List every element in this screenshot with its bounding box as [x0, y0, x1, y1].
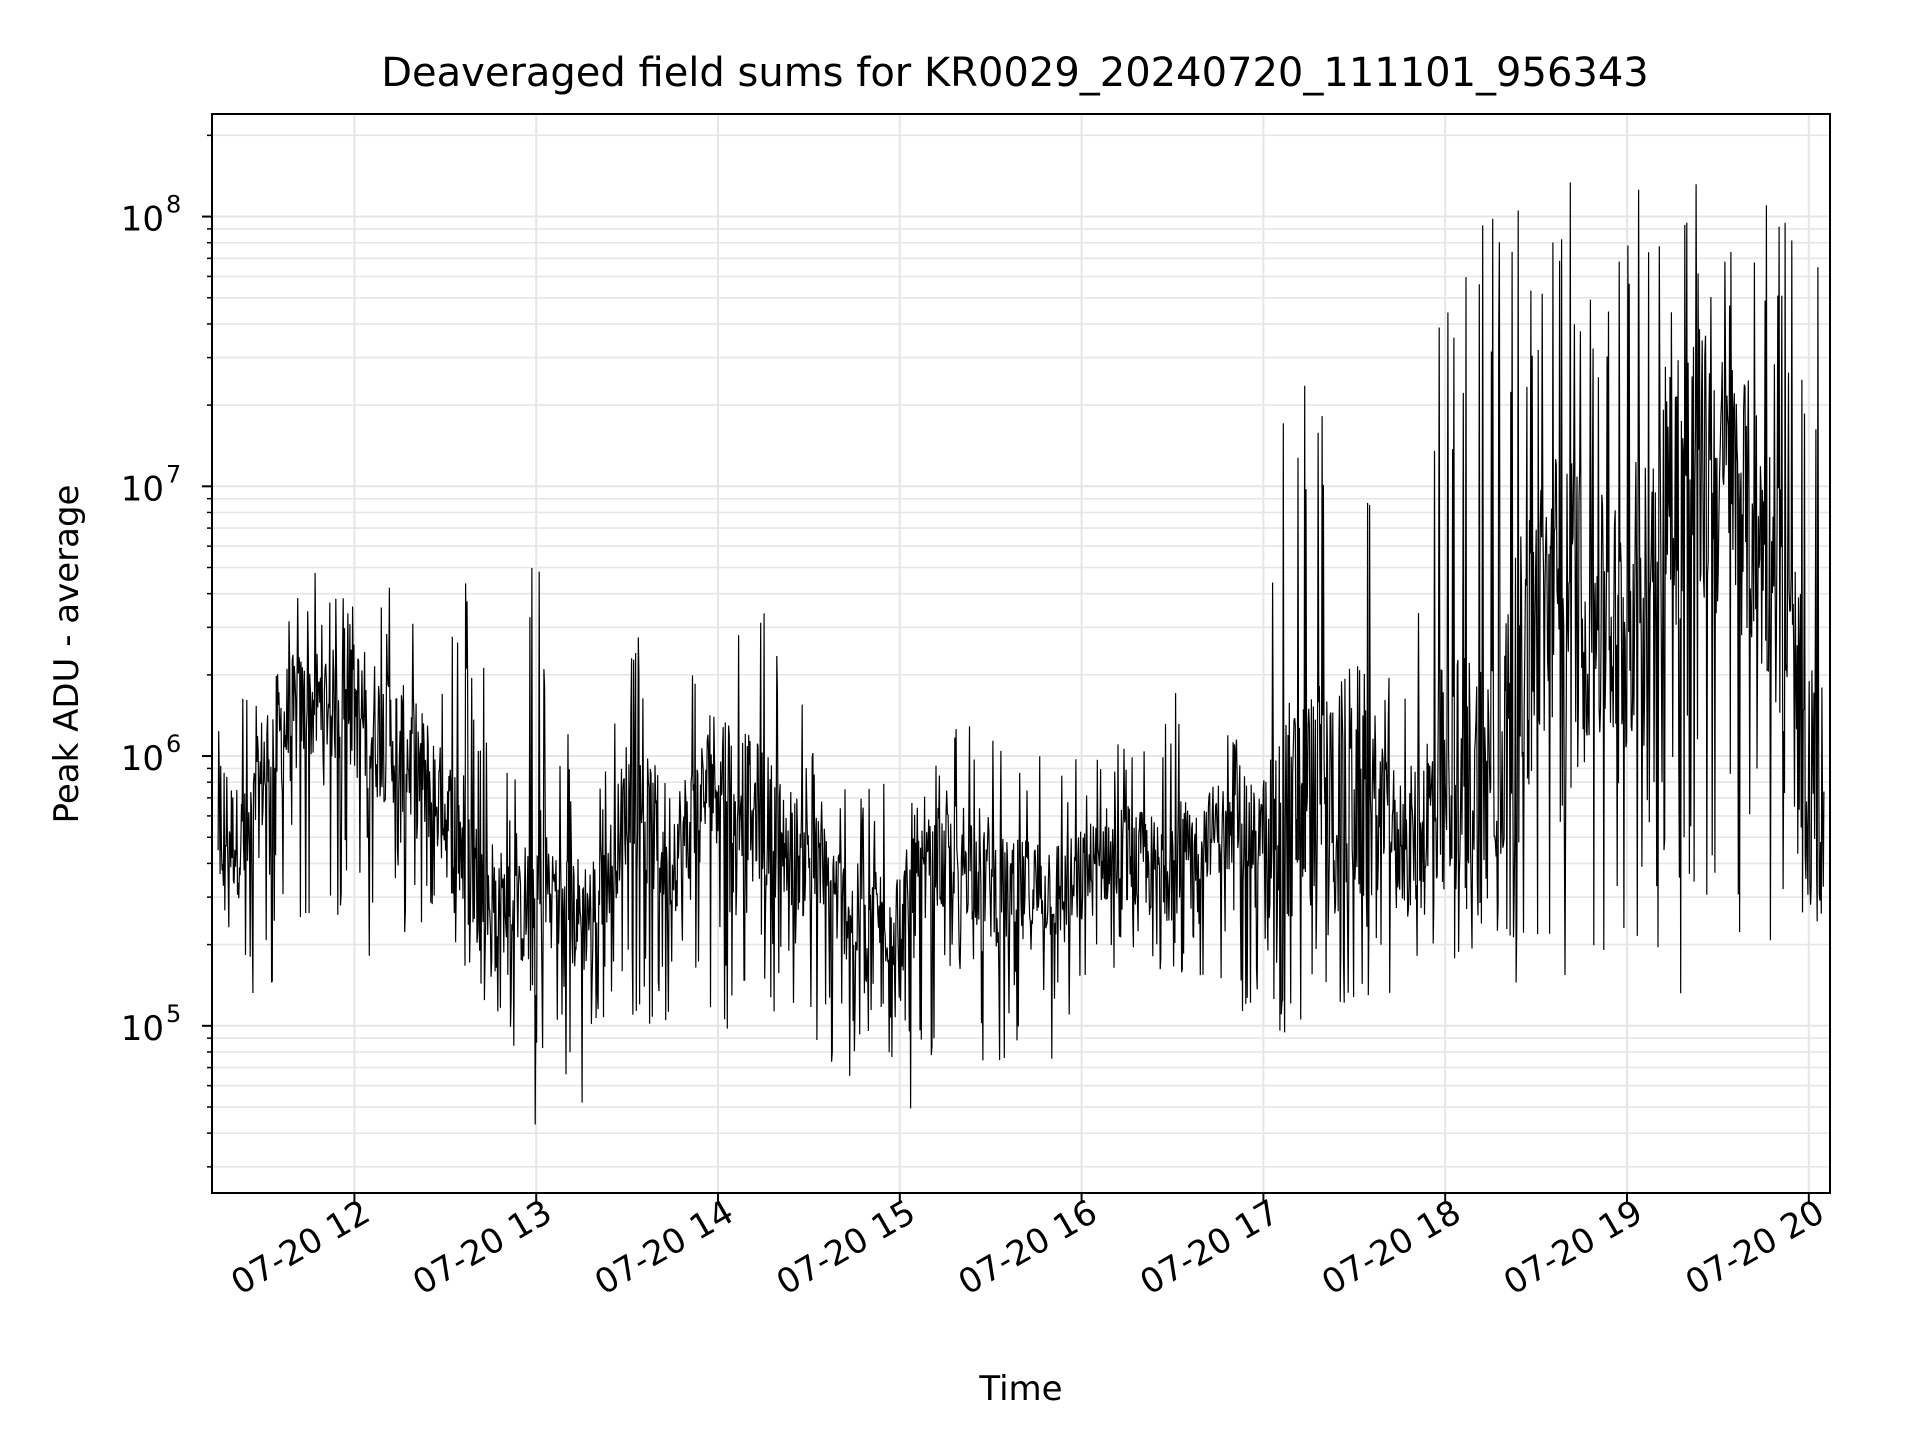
- y-tick-exponent: 5: [166, 1000, 181, 1028]
- y-tick-mantissa: 10: [121, 739, 164, 779]
- y-axis-label: Peak ADU - average: [47, 485, 87, 824]
- y-tick-label: 10 5: [121, 1000, 182, 1049]
- y-tick-exponent: 8: [166, 191, 181, 219]
- y-tick-mantissa: 10: [121, 469, 164, 509]
- plot-area: [217, 182, 1825, 1125]
- x-axis-label: Time: [978, 1369, 1062, 1409]
- y-tick-mantissa: 10: [121, 1009, 164, 1049]
- y-tick-label: 10 6: [121, 730, 182, 779]
- data-series-line: [217, 182, 1825, 1125]
- chart-title: Deaveraged field sums for KR0029_2024072…: [381, 50, 1649, 96]
- y-tick-label: 10 7: [121, 460, 182, 509]
- y-tick-mantissa: 10: [121, 200, 164, 240]
- y-tick-exponent: 6: [166, 730, 181, 758]
- axes-frame: [211, 113, 1831, 1194]
- y-tick-label: 10 8: [121, 191, 182, 240]
- y-tick-exponent: 7: [166, 460, 181, 488]
